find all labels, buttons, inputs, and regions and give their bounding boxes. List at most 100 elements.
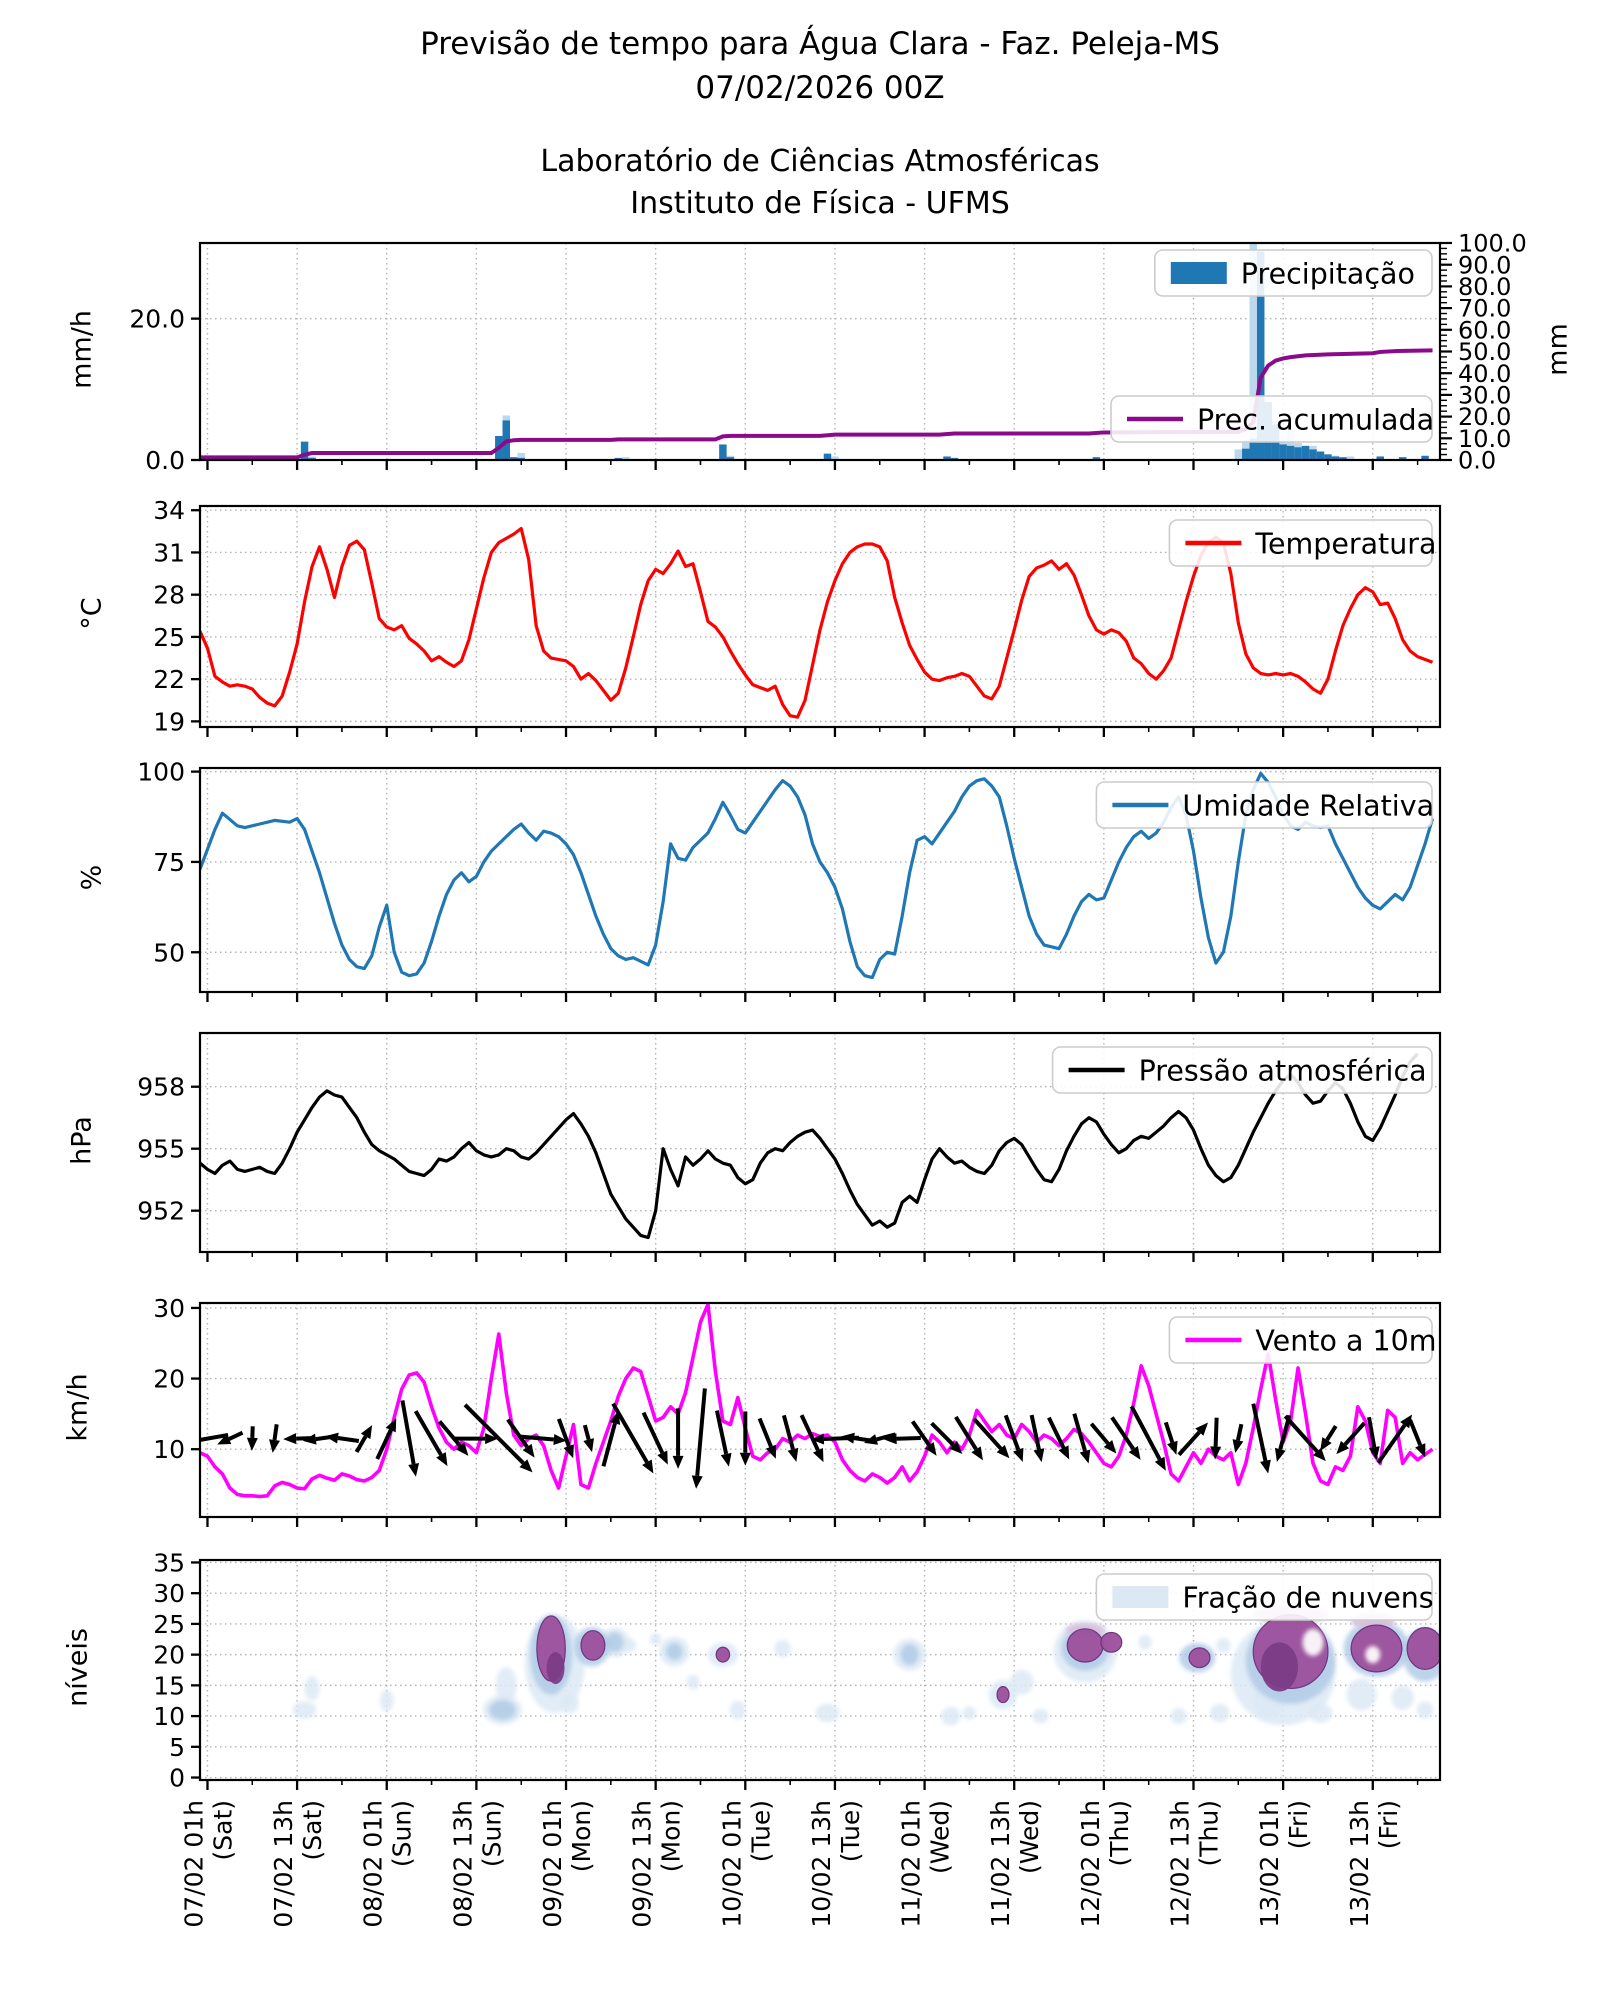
svg-text:(Sun): (Sun)	[477, 1800, 506, 1867]
figure-title-date: 07/02/2026 00Z	[695, 70, 945, 106]
legend-wind-0: Vento a 10m	[1168, 1316, 1437, 1364]
legend-label: Pressão atmosférica	[1139, 1054, 1427, 1087]
legend-precipitation-1: Prec. acumulada	[1110, 395, 1434, 443]
y-tick-label: 10	[153, 1435, 185, 1464]
panel-temperature: 19 22 25 28 31 34 Temperatura	[153, 496, 1442, 737]
right-axis-tick-label: 40.0	[1458, 360, 1511, 388]
axis-ticks	[191, 317, 1419, 470]
svg-text:13/02 01h: 13/02 01h	[1255, 1800, 1284, 1928]
right-axis-tick-label: 30.0	[1458, 382, 1511, 410]
y-tick-label: 25	[153, 623, 185, 652]
svg-text:08/02 01h: 08/02 01h	[359, 1800, 388, 1928]
right-axis-tick-label: 10.0	[1458, 425, 1511, 453]
y-tick-label: 955	[137, 1135, 185, 1164]
right-axis-tick-label: 20.0	[1458, 403, 1511, 431]
legend-swatch-precip_bar	[1170, 262, 1227, 284]
y-tick-label: 22	[153, 665, 185, 694]
y-tick-label: 952	[137, 1197, 185, 1226]
svg-text:08/02 13h: 08/02 13h	[448, 1800, 477, 1928]
y-tick-label: 28	[153, 581, 185, 610]
wind-direction-arrows	[200, 1388, 1426, 1489]
panel-precipitation: 0.0 20.0 100.090.080.070.060.050.040.030.0…	[129, 230, 1526, 475]
svg-text:(Sun): (Sun)	[388, 1800, 417, 1867]
legend-label: Precipitação	[1241, 257, 1415, 290]
lab-subtitle: Laboratório de Ciências Atmosféricas	[540, 144, 1100, 179]
y-tick-label: 5	[169, 1733, 185, 1762]
legend-label: Vento a 10m	[1255, 1324, 1436, 1357]
y-tick-label: 0	[169, 1764, 185, 1793]
axis-ticks	[191, 1306, 1419, 1527]
y-tick-label: 15	[153, 1671, 185, 1700]
y-axis-label-wind: km/h	[62, 1373, 94, 1442]
cloud-fraction-contours	[292, 1604, 1440, 1726]
pressure-line	[200, 1052, 1419, 1240]
svg-text:09/02 13h: 09/02 13h	[628, 1800, 657, 1928]
svg-text:10/02 13h: 10/02 13h	[807, 1800, 836, 1928]
axis-ticks	[191, 1085, 1419, 1262]
svg-text:(Wed): (Wed)	[926, 1800, 955, 1874]
svg-text:(Thu): (Thu)	[1105, 1800, 1134, 1866]
legend-label: Prec. acumulada	[1197, 403, 1434, 436]
panel-humidity: 50 75 100 Umidade Relativa	[137, 758, 1442, 1002]
legend-humidity-0: Umidade Relativa	[1095, 781, 1434, 829]
humidity-line	[200, 771, 1435, 980]
svg-text:(Tue): (Tue)	[746, 1800, 775, 1862]
right-axis-tick-label: 60.0	[1458, 316, 1511, 344]
institute-subtitle: Instituto de Física - UFMS	[630, 186, 1010, 221]
svg-text:(Sat): (Sat)	[208, 1800, 237, 1861]
legend-label: Temperatura	[1254, 527, 1436, 560]
y-axis-label-humidity: %	[76, 864, 108, 891]
right-axis-tick-label: 90.0	[1458, 251, 1511, 279]
y-tick-label: 958	[137, 1073, 185, 1102]
wind-line	[200, 1303, 1434, 1499]
svg-text:07/02 01h: 07/02 01h	[179, 1800, 208, 1928]
panel-wind: 10 20 30 Vento a 10m	[153, 1294, 1442, 1527]
svg-text:11/02 13h: 11/02 13h	[986, 1800, 1015, 1928]
svg-text:(Mon): (Mon)	[567, 1800, 596, 1872]
axis-ticks	[191, 509, 1419, 737]
svg-text:11/02 01h: 11/02 01h	[897, 1800, 926, 1928]
y-axis-label-accumulated-mm: mm	[1542, 323, 1574, 376]
y-tick-label: 30	[153, 1294, 185, 1323]
y-tick-label: 75	[153, 848, 185, 877]
y-tick-label: 20	[153, 1641, 185, 1670]
legend-swatch-cloud_light	[1112, 1586, 1169, 1608]
figure-title: Previsão de tempo para Água Clara - Faz.…	[420, 26, 1220, 62]
svg-text:(Thu): (Thu)	[1194, 1800, 1223, 1866]
legend-pressure-0: Pressão atmosférica	[1051, 1046, 1433, 1094]
svg-text:(Tue): (Tue)	[836, 1800, 865, 1862]
panel-border	[198, 1301, 1442, 1519]
svg-text:(Fri): (Fri)	[1284, 1800, 1313, 1849]
y-tick-label: 34	[153, 496, 185, 525]
legend-precipitation-0: Precipitação	[1154, 249, 1433, 297]
y-tick-label: 20	[153, 1365, 185, 1394]
svg-text:12/02 01h: 12/02 01h	[1076, 1800, 1105, 1928]
y-tick-label: 0.0	[145, 446, 185, 475]
gridlines	[200, 506, 1440, 727]
svg-text:12/02 13h: 12/02 13h	[1165, 1800, 1194, 1928]
right-axis-tick-label: 50.0	[1458, 338, 1511, 366]
panel-border	[198, 1031, 1442, 1254]
legend-temperature-0: Temperatura	[1168, 519, 1436, 567]
right-axis-tick-label: 70.0	[1458, 295, 1511, 323]
svg-text:10/02 01h: 10/02 01h	[717, 1800, 746, 1928]
right-axis-tick-label: 100.0	[1458, 230, 1527, 258]
svg-text:13/02 13h: 13/02 13h	[1345, 1800, 1374, 1928]
y-tick-label: 35	[153, 1548, 185, 1577]
y-tick-label: 10	[153, 1702, 185, 1731]
svg-text:(Wed): (Wed)	[1015, 1800, 1044, 1874]
svg-text:09/02 01h: 09/02 01h	[538, 1800, 567, 1928]
y-tick-label: 25	[153, 1610, 185, 1639]
legend-label: Fração de nuvens	[1182, 1581, 1433, 1614]
y-tick-label: 19	[153, 707, 185, 736]
x-axis-tick-labels: 07/02 01h (Sat) 07/02 13h (Sat) 08/02 01h (Su…	[179, 1800, 1402, 1928]
panel-border	[198, 1558, 1442, 1782]
panel-border	[198, 504, 1442, 729]
y-tick-label: 31	[153, 538, 185, 567]
y-tick-label: 30	[153, 1579, 185, 1608]
right-axis-tick-label: 80.0	[1458, 273, 1511, 301]
accumulated-precip-line	[200, 348, 1433, 460]
axis-ticks	[191, 770, 1419, 1002]
